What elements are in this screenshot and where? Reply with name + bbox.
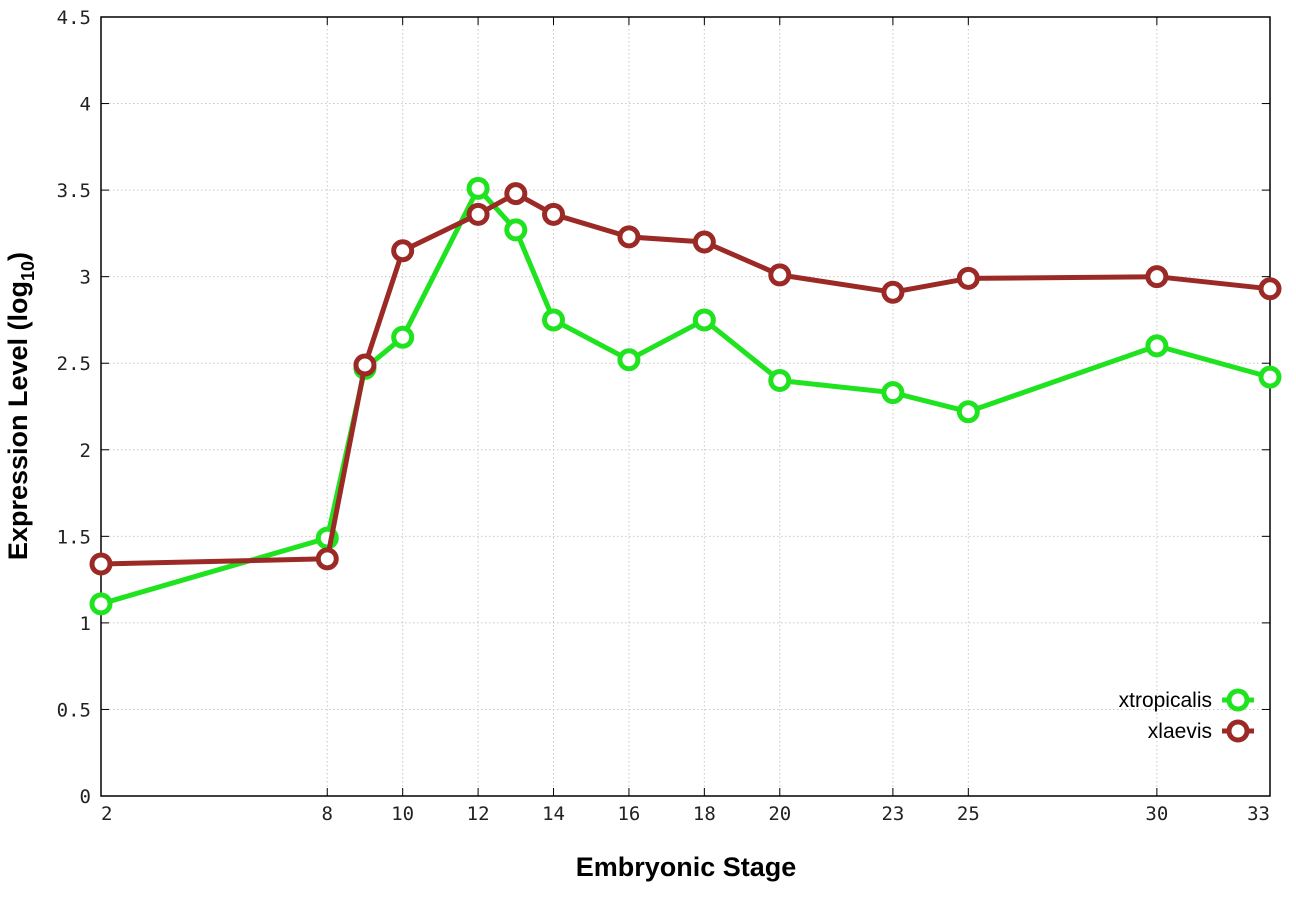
x-tick-label: 23 xyxy=(881,803,904,825)
y-tick-label: 3.5 xyxy=(57,180,91,202)
y-tick-label: 2 xyxy=(80,440,91,462)
x-tick-label: 16 xyxy=(617,803,640,825)
data-point-xlaevis xyxy=(617,225,641,249)
y-tick-label: 3 xyxy=(80,267,91,289)
series-line-xlaevis xyxy=(100,191,1271,567)
series-line-xtropicalis xyxy=(100,185,1271,607)
y-axis-title-close: ) xyxy=(3,252,33,261)
y-axis-title-main: Expression Level (log xyxy=(3,281,33,560)
y-tick-label: 4.5 xyxy=(57,7,91,29)
y-tick-label: 0 xyxy=(80,786,91,808)
data-point-xlaevis xyxy=(504,182,528,206)
data-point-xtropicalis xyxy=(504,218,528,242)
data-point-xlaevis xyxy=(881,280,905,304)
series-xlaevis xyxy=(89,182,1282,576)
x-tick-label: 25 xyxy=(957,803,980,825)
x-tick-label: 12 xyxy=(467,803,490,825)
data-point-xtropicalis xyxy=(768,369,792,393)
data-point-xtropicalis xyxy=(956,400,980,424)
data-point-xlaevis xyxy=(768,263,792,287)
y-tick-label: 1 xyxy=(80,613,91,635)
data-point-xtropicalis xyxy=(881,381,905,405)
y-tick-label: 4 xyxy=(80,94,91,116)
series-xtropicalis xyxy=(89,176,1282,616)
data-point-xlaevis xyxy=(1145,265,1169,289)
data-point-xlaevis xyxy=(1258,277,1282,301)
x-tick-label: 33 xyxy=(1247,803,1270,825)
x-tick-label: 20 xyxy=(768,803,791,825)
data-point-xlaevis xyxy=(353,353,377,377)
series-group xyxy=(89,176,1282,616)
data-point-xlaevis xyxy=(391,239,415,263)
data-point-xtropicalis xyxy=(466,176,490,200)
data-point-xtropicalis xyxy=(1145,334,1169,358)
data-point-xtropicalis xyxy=(617,348,641,372)
y-tick-label: 0.5 xyxy=(57,699,91,721)
legend-marker-xtropicalis xyxy=(1226,688,1250,712)
plot-frame xyxy=(100,16,1271,797)
x-tick-label: 18 xyxy=(693,803,716,825)
x-tick-label: 14 xyxy=(542,803,565,825)
data-point-xlaevis xyxy=(542,202,566,226)
data-point-xtropicalis xyxy=(1258,365,1282,389)
x-tick-label: 10 xyxy=(391,803,414,825)
data-point-xlaevis xyxy=(466,202,490,226)
legend-label-xlaevis: xlaevis xyxy=(1148,720,1212,743)
y-tick-label: 1.5 xyxy=(57,526,91,548)
x-tick-label: 30 xyxy=(1145,803,1168,825)
grid xyxy=(101,17,1270,796)
x-tick-label: 8 xyxy=(322,803,333,825)
x-tick-label: 2 xyxy=(101,803,112,825)
data-point-xtropicalis xyxy=(89,592,113,616)
data-point-xlaevis xyxy=(89,552,113,576)
y-tick-label: 2.5 xyxy=(57,353,91,375)
data-point-xtropicalis xyxy=(692,308,716,332)
data-point-xlaevis xyxy=(315,547,339,571)
legend: xtropicalis xlaevis xyxy=(1119,688,1254,743)
x-axis-title: Embryonic Stage xyxy=(576,852,797,882)
y-axis-title-subscript: 10 xyxy=(18,261,38,281)
data-point-xtropicalis xyxy=(542,308,566,332)
axis-ticks: 0 0.5 1 1.5 2 2.5 3 3.5 4 4.5 2 8 10 12 14 16 18 20 23 25 30… xyxy=(57,7,1271,825)
legend-marker-xlaevis xyxy=(1226,719,1250,743)
data-point-xlaevis xyxy=(956,266,980,290)
data-point-xlaevis xyxy=(692,230,716,254)
data-point-xtropicalis xyxy=(391,325,415,349)
y-axis-title: Expression Level (log10) xyxy=(3,252,38,560)
legend-label-xtropicalis: xtropicalis xyxy=(1119,689,1212,712)
